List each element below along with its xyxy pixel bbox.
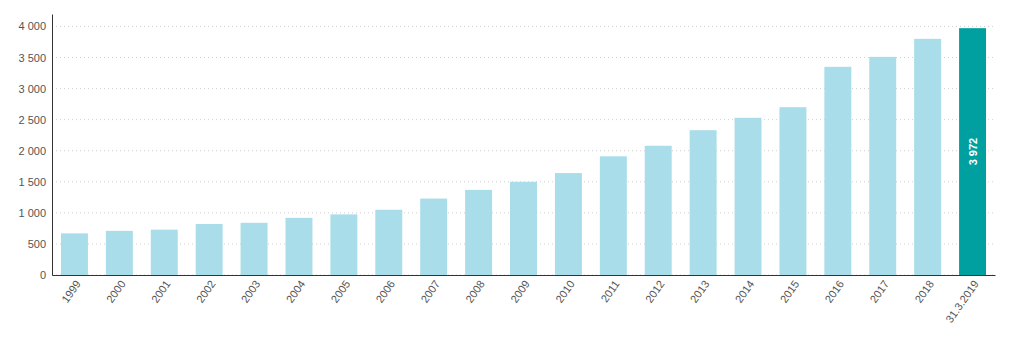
- x-tick-label: 2012: [643, 278, 667, 305]
- bar: [600, 156, 627, 275]
- bar: [330, 214, 357, 275]
- bar: [465, 190, 492, 275]
- y-tick: 1 500: [18, 176, 52, 188]
- bar: [510, 182, 537, 275]
- bar: [241, 223, 268, 275]
- bar: [555, 173, 582, 275]
- y-tick-label: 1 000: [18, 207, 46, 219]
- y-tick: 0: [40, 269, 52, 281]
- grid-line: [52, 57, 995, 58]
- x-tick-label: 2011: [598, 278, 621, 304]
- x-tick: 2016: [822, 275, 846, 305]
- plot-area: 0 500 1 000 1 500 2 000 2 500 3 000 3 500 4 000 1…: [18, 15, 995, 326]
- x-tick-label: 2006: [373, 278, 397, 305]
- x-tick: 2017: [867, 275, 891, 305]
- y-tick: 4 000: [18, 20, 52, 32]
- bar: [375, 210, 402, 275]
- x-tick: 2007: [418, 275, 442, 305]
- x-tick-label: 2004: [284, 278, 308, 305]
- y-tick-label: 1 500: [18, 176, 46, 188]
- grid-line: [52, 119, 995, 120]
- grid: [52, 26, 995, 275]
- chart: 0 500 1 000 1 500 2 000 2 500 3 000 3 500 4 000 1…: [0, 0, 1011, 347]
- x-tick-label: 2005: [328, 278, 352, 305]
- y-tick-label: 0: [40, 269, 46, 281]
- x-tick: 2000: [104, 275, 128, 305]
- bar: [690, 130, 717, 275]
- y-tick-label: 2 500: [18, 114, 46, 126]
- x-tick: 2005: [328, 275, 352, 305]
- bar: [869, 57, 896, 275]
- y-tick-label: 2 000: [18, 145, 46, 157]
- value-labels: 3 972: [967, 138, 979, 166]
- x-tick: 2009: [508, 275, 532, 305]
- bar: [914, 39, 941, 275]
- x-tick: 2001: [149, 275, 173, 305]
- bars: [61, 28, 986, 275]
- bar: [286, 218, 313, 275]
- x-tick: 2018: [912, 275, 936, 305]
- y-tick-label: 3 500: [18, 52, 46, 64]
- x-tick-label: 2010: [553, 278, 577, 305]
- x-tick: 2004: [284, 275, 308, 305]
- x-tick-label: 2014: [733, 278, 757, 305]
- y-tick: 3 000: [18, 83, 52, 95]
- x-tick: 2006: [373, 275, 397, 305]
- grid-line: [52, 88, 995, 89]
- x-tick: 31.3.2019: [943, 275, 981, 325]
- x-tick-label: 2018: [912, 278, 936, 305]
- bar: [106, 231, 133, 275]
- y-tick-label: 500: [28, 238, 46, 250]
- x-tick-label: 2013: [688, 278, 712, 305]
- y-axis: 0 500 1 000 1 500 2 000 2 500 3 000 3 500 4 000: [18, 15, 52, 282]
- x-tick: 2013: [688, 275, 712, 305]
- y-tick: 2 500: [18, 114, 52, 126]
- x-tick-label: 2008: [463, 278, 487, 305]
- y-axis-line: [52, 15, 53, 276]
- x-tick-label: 2000: [104, 278, 128, 305]
- bar: [196, 224, 223, 275]
- x-tick: 2011: [598, 275, 621, 304]
- x-tick-label: 2015: [777, 278, 801, 305]
- value-label: 3 972: [967, 138, 979, 166]
- x-tick: 1999: [59, 275, 83, 305]
- x-tick-label: 2001: [149, 278, 173, 305]
- x-tick-label: 2017: [867, 278, 891, 305]
- x-tick: 2010: [553, 275, 577, 305]
- x-tick-label: 2009: [508, 278, 532, 305]
- x-tick-label: 2003: [239, 278, 263, 305]
- y-tick: 1 000: [18, 207, 52, 219]
- x-axis: 1999 2000 2001 2002 2003 2004 2005 2006 2007 2008…: [53, 275, 996, 325]
- bar: [779, 107, 806, 275]
- y-tick-label: 4 000: [18, 20, 46, 32]
- y-tick-label: 3 000: [18, 83, 46, 95]
- x-tick: 2014: [733, 275, 757, 305]
- y-tick: 2 000: [18, 145, 52, 157]
- grid-line: [52, 150, 995, 151]
- x-tick-label: 31.3.2019: [943, 278, 981, 325]
- x-tick: 2003: [239, 275, 263, 305]
- bar: [151, 230, 178, 275]
- x-tick: 2012: [643, 275, 667, 305]
- x-tick: 2008: [463, 275, 487, 305]
- x-tick-label: 2002: [194, 278, 218, 305]
- bar: [735, 118, 762, 275]
- x-tick-label: 2016: [822, 278, 846, 305]
- bar: [959, 28, 986, 275]
- bar: [61, 233, 88, 275]
- bar: [824, 67, 851, 275]
- bar: [420, 199, 447, 275]
- x-tick-label: 1999: [59, 278, 83, 305]
- grid-line: [52, 26, 995, 27]
- bar: [645, 146, 672, 275]
- y-tick: 500: [28, 238, 52, 250]
- x-tick: 2015: [777, 275, 801, 305]
- x-axis-line: [53, 275, 996, 276]
- x-tick: 2002: [194, 275, 218, 305]
- y-tick: 3 500: [18, 52, 52, 64]
- x-tick-label: 2007: [418, 278, 442, 305]
